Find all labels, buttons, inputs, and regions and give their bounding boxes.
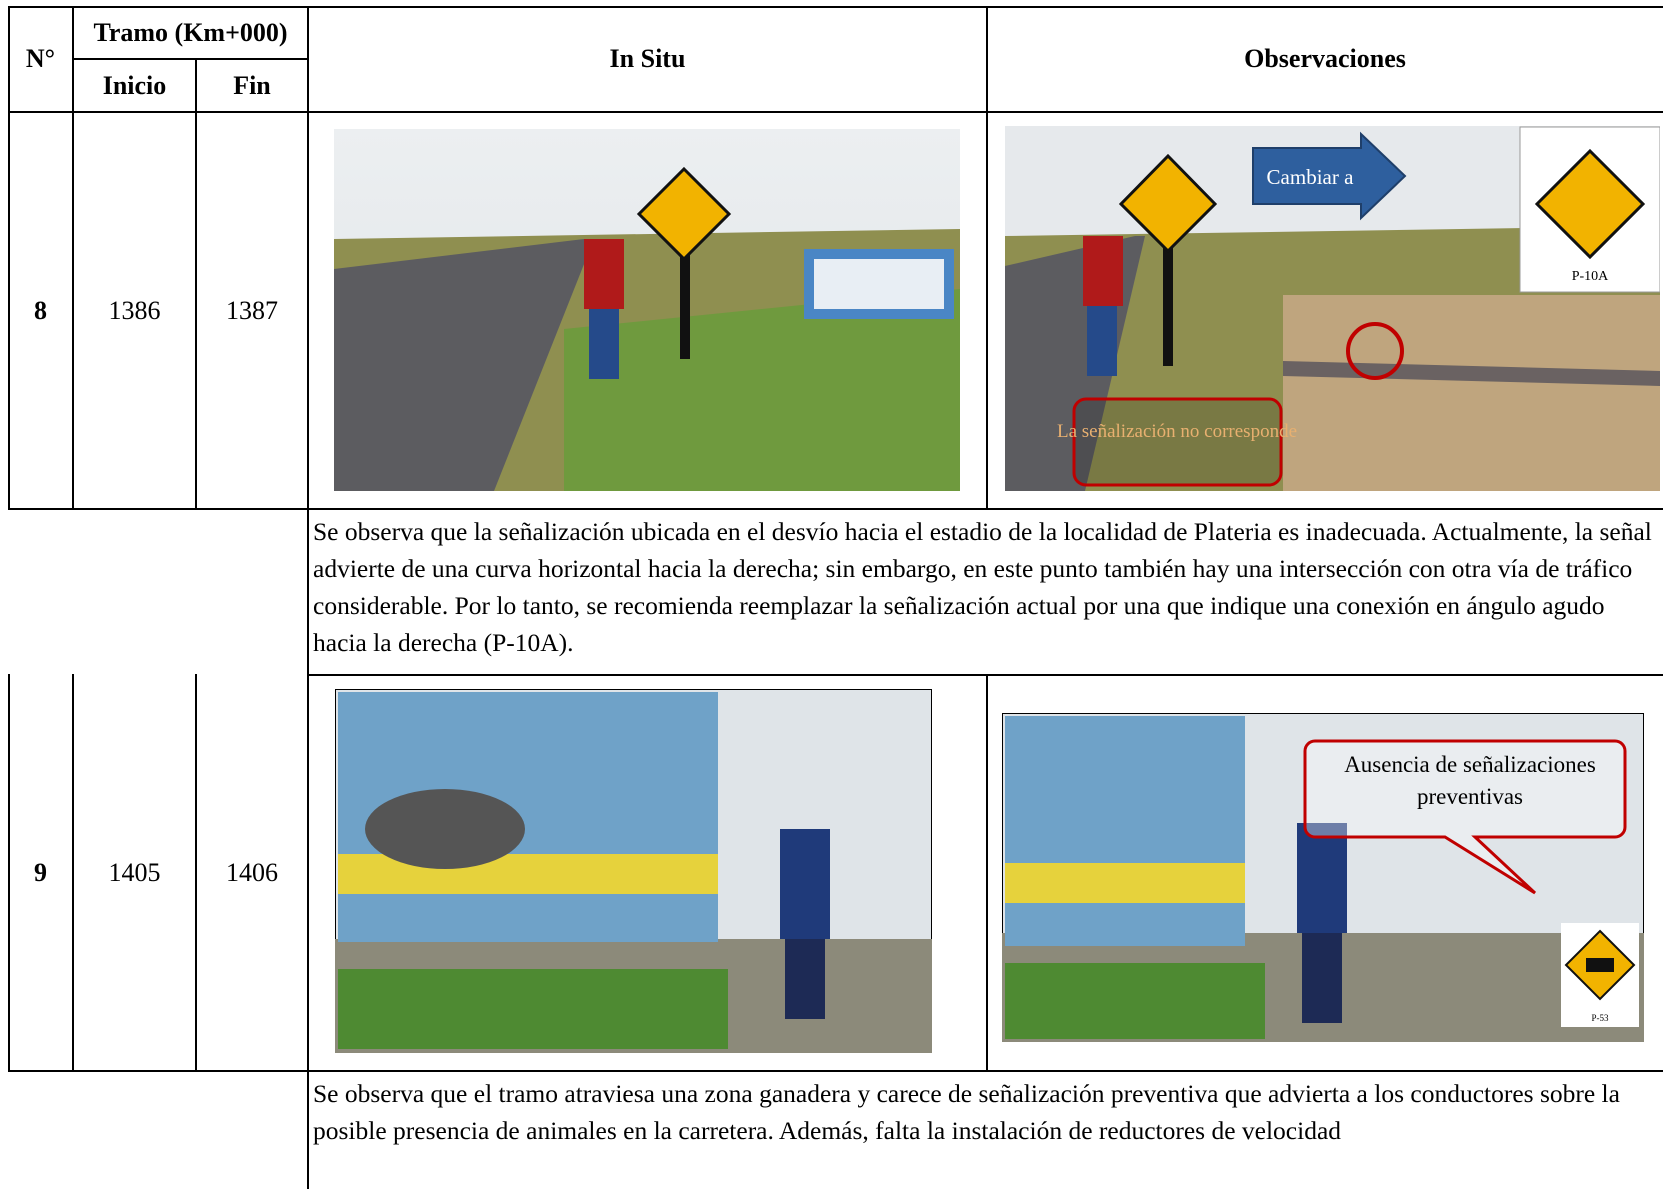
row-number: 8 <box>34 295 47 325</box>
km-end: 1406 <box>226 858 278 887</box>
photo-in-situ <box>334 129 960 491</box>
rule <box>8 674 10 1072</box>
callout-line: La señalización no corresponde <box>1057 421 1297 442</box>
header-observaciones: Observaciones <box>1244 44 1406 73</box>
rule <box>307 6 309 1189</box>
rule <box>72 58 308 60</box>
callout-text: La señalización no corresponde <box>1057 421 1297 442</box>
photo-observaciones: Ausencia de señalizaciones preventivas P… <box>1002 713 1644 1042</box>
row-description: Se observa que la señalización ubicada e… <box>313 517 1652 657</box>
arrow-label: Cambiar a <box>1267 165 1355 189</box>
row-number: 9 <box>34 858 47 887</box>
km-start: 1405 <box>108 858 161 887</box>
rule <box>72 6 74 510</box>
rule <box>8 6 10 510</box>
sign-code: P-10A <box>1572 269 1609 284</box>
callout-text: Ausencia de señalizaciones preventivas <box>1344 752 1596 809</box>
row-description: Se observa que el tramo atraviesa una zo… <box>313 1079 1620 1145</box>
km-start: 1386 <box>108 295 161 325</box>
rule <box>8 111 1663 113</box>
sign-code: P-53 <box>1591 1013 1609 1023</box>
rule <box>72 674 74 1072</box>
rule <box>308 674 1663 676</box>
photo-in-situ <box>335 689 932 1053</box>
rule <box>8 1070 1663 1072</box>
header-fin: Fin <box>233 70 271 100</box>
header-inicio: Inicio <box>102 70 167 100</box>
rule <box>8 6 1663 8</box>
rule <box>195 58 197 510</box>
header-no: N° <box>25 44 56 73</box>
rule <box>986 6 988 510</box>
rule <box>8 508 1663 510</box>
rule <box>195 674 197 1072</box>
header-in-situ: In Situ <box>609 44 686 73</box>
rule <box>986 674 988 1072</box>
header-tramo: Tramo (Km+000) <box>93 17 288 47</box>
km-end: 1387 <box>226 295 278 325</box>
photo-observaciones: Cambiar a P-10A La señalización no corre… <box>1005 126 1660 491</box>
